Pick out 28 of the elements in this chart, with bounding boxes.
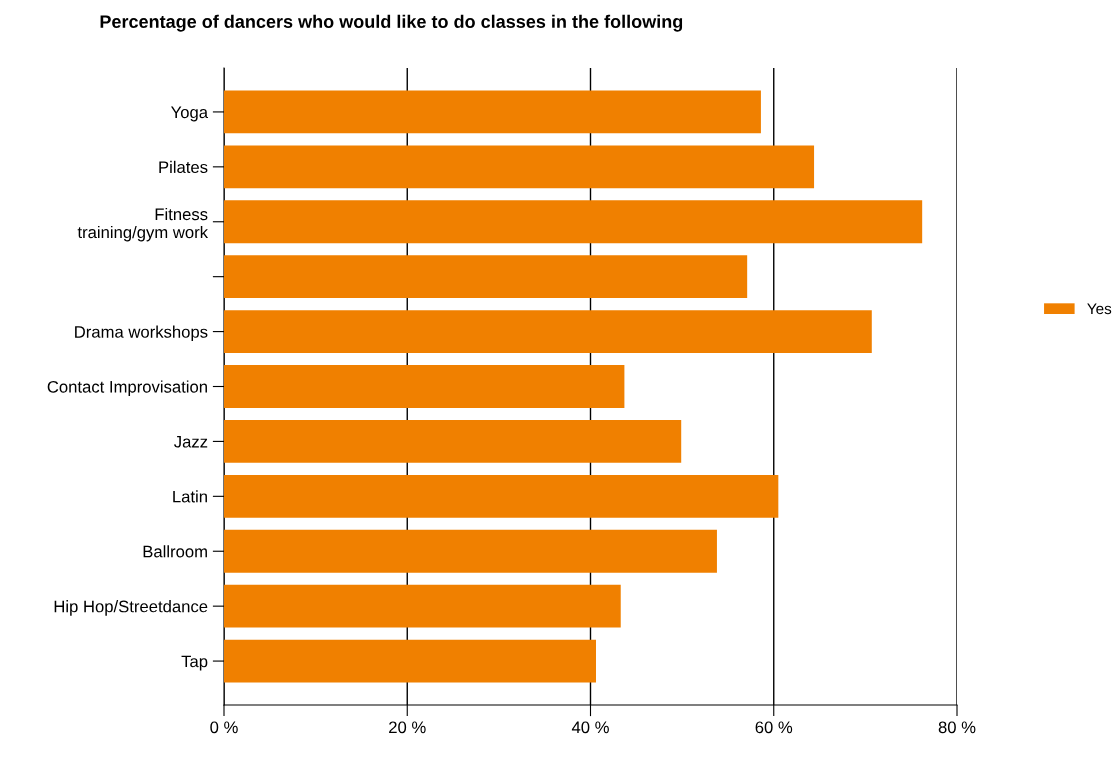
bar (224, 420, 682, 463)
y-tick-label: Tap (181, 655, 208, 671)
y-tick-label: Jazz (174, 435, 208, 448)
bar (224, 584, 621, 628)
x-tick-label: 20 % (389, 721, 426, 734)
y-tick-label: Ballroom (143, 545, 207, 558)
bar (224, 200, 923, 244)
y-tick-label: Drama workshops (75, 325, 208, 342)
x-tick-label: 40 % (571, 721, 609, 734)
x-tick-label: 0 % (210, 721, 238, 734)
x-tick-label: 80 % (938, 721, 976, 734)
y-tick-label: Pilates (159, 160, 208, 174)
y-tick-label: Hip Hop/Streetdance (54, 600, 208, 616)
bar (224, 474, 779, 518)
y-tick-label: Latin (173, 490, 207, 503)
bar (224, 255, 748, 299)
bar (224, 90, 761, 134)
y-tick-label: Yoga (170, 106, 209, 122)
x-tick-label: 60 % (755, 721, 793, 734)
bar (224, 365, 625, 408)
y-tick-label: Contact Improvisation (47, 380, 207, 396)
bar (224, 529, 717, 573)
y-tick-label: Fitness training/gym work (77, 207, 209, 242)
bar (224, 639, 596, 683)
bar (224, 310, 872, 353)
chart-title: Percentage of dancers who would like to do classes in the following (100, 14, 683, 32)
bar (224, 145, 815, 189)
legend-label: Yes (1087, 303, 1112, 315)
